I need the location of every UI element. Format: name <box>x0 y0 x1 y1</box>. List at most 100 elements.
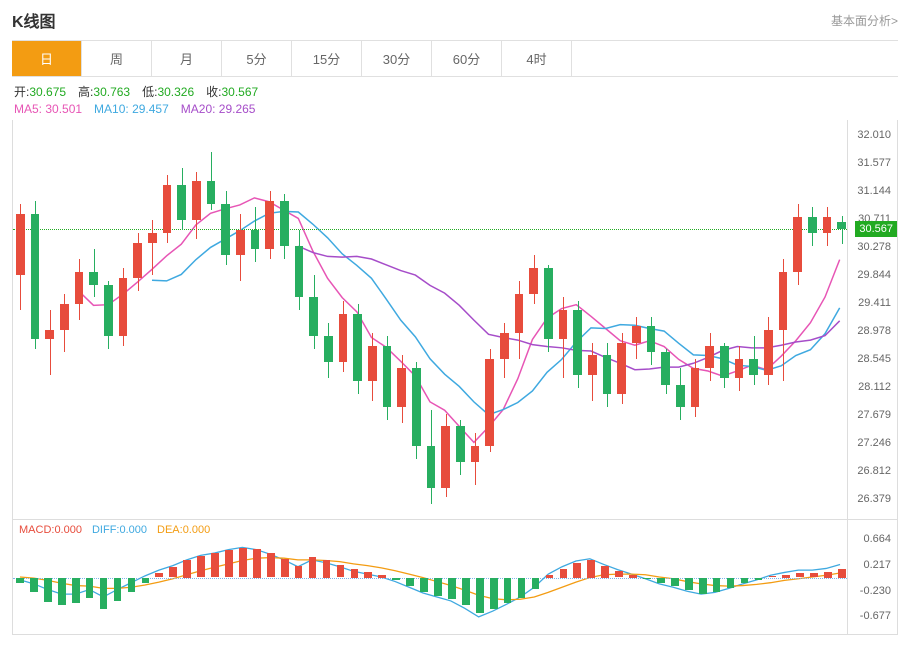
macd-bar <box>657 578 665 584</box>
macd-bar <box>741 578 749 584</box>
candle <box>295 246 304 298</box>
ma-legend-ma5: MA5: 30.501 <box>14 102 82 116</box>
current-price-tag: 30.567 <box>855 221 897 237</box>
macd-bar <box>615 571 623 578</box>
candle <box>661 352 670 384</box>
macd-bar <box>392 578 400 581</box>
tab-月[interactable]: 月 <box>152 41 222 76</box>
candle <box>529 268 538 294</box>
macd-bar <box>601 566 609 578</box>
y-tick: 29.411 <box>858 297 891 309</box>
candle <box>779 272 788 330</box>
macd-legend-diff: DIFF:0.000 <box>92 524 147 536</box>
macd-bar <box>629 575 637 578</box>
candle <box>309 297 318 336</box>
candle <box>383 346 392 407</box>
macd-bar <box>713 578 721 592</box>
candle <box>60 304 69 330</box>
macd-bar <box>378 575 386 578</box>
macd-bar <box>114 578 122 601</box>
macd-bar <box>323 560 331 577</box>
macd-bar <box>16 578 24 584</box>
y-tick: 28.545 <box>857 353 891 365</box>
candle <box>764 330 773 375</box>
candle <box>412 368 421 445</box>
tab-周[interactable]: 周 <box>82 41 152 76</box>
candle <box>133 243 142 278</box>
candle <box>163 185 172 233</box>
y-tick: 29.844 <box>857 269 891 281</box>
tab-5分[interactable]: 5分 <box>222 41 292 76</box>
macd-legend-macd: MACD:0.000 <box>19 524 82 536</box>
y-tick: 26.812 <box>857 465 891 477</box>
macd-bar <box>448 578 456 600</box>
close-value: 30.567 <box>221 85 258 99</box>
y-tick: 30.278 <box>857 241 891 253</box>
macd-bar <box>727 578 735 588</box>
macd-y-tick: 0.217 <box>863 559 891 571</box>
macd-bar <box>810 573 818 578</box>
macd-bar <box>30 578 38 592</box>
macd-bar <box>532 578 540 590</box>
macd-bar <box>406 578 414 587</box>
macd-bar <box>72 578 80 604</box>
macd-bar <box>225 550 233 578</box>
macd-bar <box>782 575 790 578</box>
candle <box>221 204 230 256</box>
candle <box>705 346 714 369</box>
candle <box>119 278 128 336</box>
ma20-line <box>298 246 839 370</box>
candle <box>207 181 216 204</box>
macd-bar <box>518 578 526 598</box>
macd-y-tick: -0.230 <box>860 585 891 597</box>
macd-bar <box>573 563 581 577</box>
macd-bar <box>128 578 136 592</box>
candle <box>617 343 626 395</box>
macd-bar <box>309 557 317 577</box>
candle <box>31 214 40 340</box>
macd-bar <box>337 565 345 578</box>
macd-bar <box>685 578 693 591</box>
low-label: 低: <box>142 85 157 99</box>
candle <box>339 314 348 362</box>
candle <box>485 359 494 446</box>
candle <box>691 368 700 407</box>
candle <box>45 330 54 340</box>
candle <box>427 446 436 488</box>
tab-60分[interactable]: 60分 <box>432 41 502 76</box>
candle <box>588 355 597 374</box>
candle <box>837 222 846 229</box>
close-label: 收: <box>206 85 221 99</box>
macd-bar <box>281 559 289 577</box>
macd-bar <box>364 572 372 578</box>
fundamental-analysis-link[interactable]: 基本面分析> <box>831 12 898 29</box>
candle <box>559 310 568 339</box>
candle <box>515 294 524 333</box>
macd-bar <box>490 578 498 610</box>
candle <box>148 233 157 243</box>
candle <box>236 230 245 256</box>
tab-15分[interactable]: 15分 <box>292 41 362 76</box>
tab-30分[interactable]: 30分 <box>362 41 432 76</box>
candlestick-chart[interactable]: 32.01031.57731.14430.71130.27829.84429.4… <box>12 120 898 520</box>
candle <box>177 185 186 220</box>
y-tick: 26.379 <box>857 493 891 505</box>
macd-bar <box>587 560 595 577</box>
candle <box>192 181 201 220</box>
tab-4时[interactable]: 4时 <box>502 41 572 76</box>
macd-bar <box>183 560 191 577</box>
macd-y-tick: 0.664 <box>863 533 891 545</box>
macd-bar <box>420 578 428 592</box>
macd-bar <box>253 549 261 578</box>
macd-bar <box>155 573 163 578</box>
timeframe-tabs: 日周月5分15分30分60分4时 <box>12 40 898 77</box>
macd-chart[interactable]: MACD:0.000 DIFF:0.000 DEA:0.000 0.664 0.217… <box>12 520 898 635</box>
macd-legend-dea: DEA:0.000 <box>157 524 210 536</box>
candle <box>441 426 450 487</box>
candle <box>823 217 832 233</box>
y-tick: 32.010 <box>857 129 891 141</box>
macd-bar <box>560 569 568 578</box>
tab-日[interactable]: 日 <box>12 41 82 76</box>
candle <box>500 333 509 359</box>
candle <box>251 230 260 249</box>
